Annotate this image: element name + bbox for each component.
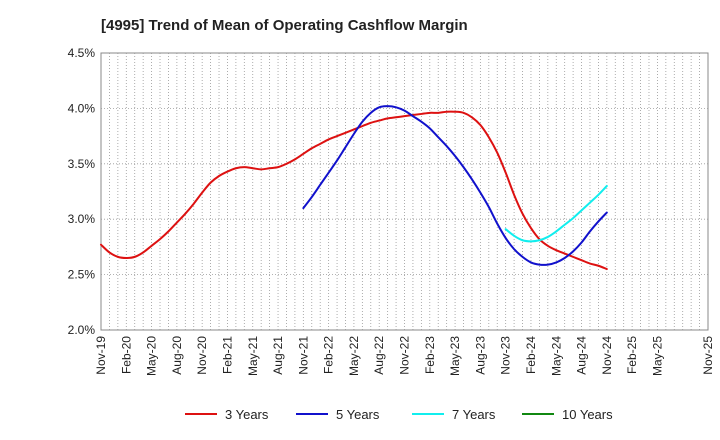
x-tick-label: Nov-24 bbox=[600, 336, 614, 375]
x-tick-label: Nov-20 bbox=[195, 336, 209, 375]
x-tick-label: May-20 bbox=[145, 336, 159, 376]
y-tick-label: 4.0% bbox=[68, 101, 96, 115]
chart-title: [4995] Trend of Mean of Operating Cashfl… bbox=[101, 17, 468, 34]
x-tick-label: Nov-25 bbox=[701, 336, 715, 375]
series-lines bbox=[100, 105, 608, 271]
x-tick-label: Nov-22 bbox=[398, 336, 412, 375]
horizontal-gridlines bbox=[101, 108, 708, 276]
x-tick-label: May-23 bbox=[448, 336, 462, 376]
legend-label-10-years: 10 Years bbox=[562, 407, 613, 422]
y-tick-label: 4.5% bbox=[68, 46, 96, 60]
series-line-5-years bbox=[302, 105, 608, 266]
x-tick-label: Feb-20 bbox=[119, 336, 133, 374]
x-tick-label: Nov-23 bbox=[499, 336, 513, 375]
x-tick-label: Feb-24 bbox=[524, 336, 538, 374]
legend-label-7-years: 7 Years bbox=[452, 407, 496, 422]
vertical-gridlines bbox=[109, 53, 700, 330]
x-tick-label: May-22 bbox=[347, 336, 361, 376]
x-tick-label: Feb-22 bbox=[322, 336, 336, 374]
y-tick-label: 3.0% bbox=[68, 212, 96, 226]
x-tick-label: Nov-19 bbox=[94, 336, 108, 375]
y-tick-label: 2.5% bbox=[68, 268, 96, 282]
x-tick-label: Aug-23 bbox=[473, 336, 487, 375]
y-tick-label: 3.5% bbox=[68, 157, 96, 171]
x-tick-label: Feb-21 bbox=[220, 336, 234, 374]
series-line-7-years bbox=[504, 184, 608, 243]
x-tick-label: Aug-22 bbox=[372, 336, 386, 375]
x-tick-label: May-24 bbox=[549, 336, 563, 376]
legend-label-3-years: 3 Years bbox=[225, 407, 269, 422]
y-axis-tick-labels: 2.0% 2.5% 3.0% 3.5% 4.0% 4.5% bbox=[68, 46, 96, 337]
x-axis-tick-labels: Nov-19 Feb-20 May-20 Aug-20 Nov-20 Feb-21 May-… bbox=[94, 336, 715, 376]
x-tick-label: May-25 bbox=[650, 336, 664, 376]
series-line-3-years bbox=[100, 110, 608, 271]
legend: 3 Years 5 Years 7 Years 10 Years bbox=[185, 407, 613, 422]
x-tick-label: Feb-23 bbox=[423, 336, 437, 374]
x-tick-label: Aug-20 bbox=[170, 336, 184, 375]
y-tick-label: 2.0% bbox=[68, 323, 96, 337]
legend-label-5-years: 5 Years bbox=[336, 407, 380, 422]
x-tick-label: Aug-24 bbox=[575, 336, 589, 375]
x-tick-label: Nov-21 bbox=[296, 336, 310, 375]
x-tick-label: May-21 bbox=[246, 336, 260, 376]
x-tick-label: Feb-25 bbox=[625, 336, 639, 374]
x-tick-label: Aug-21 bbox=[271, 336, 285, 375]
